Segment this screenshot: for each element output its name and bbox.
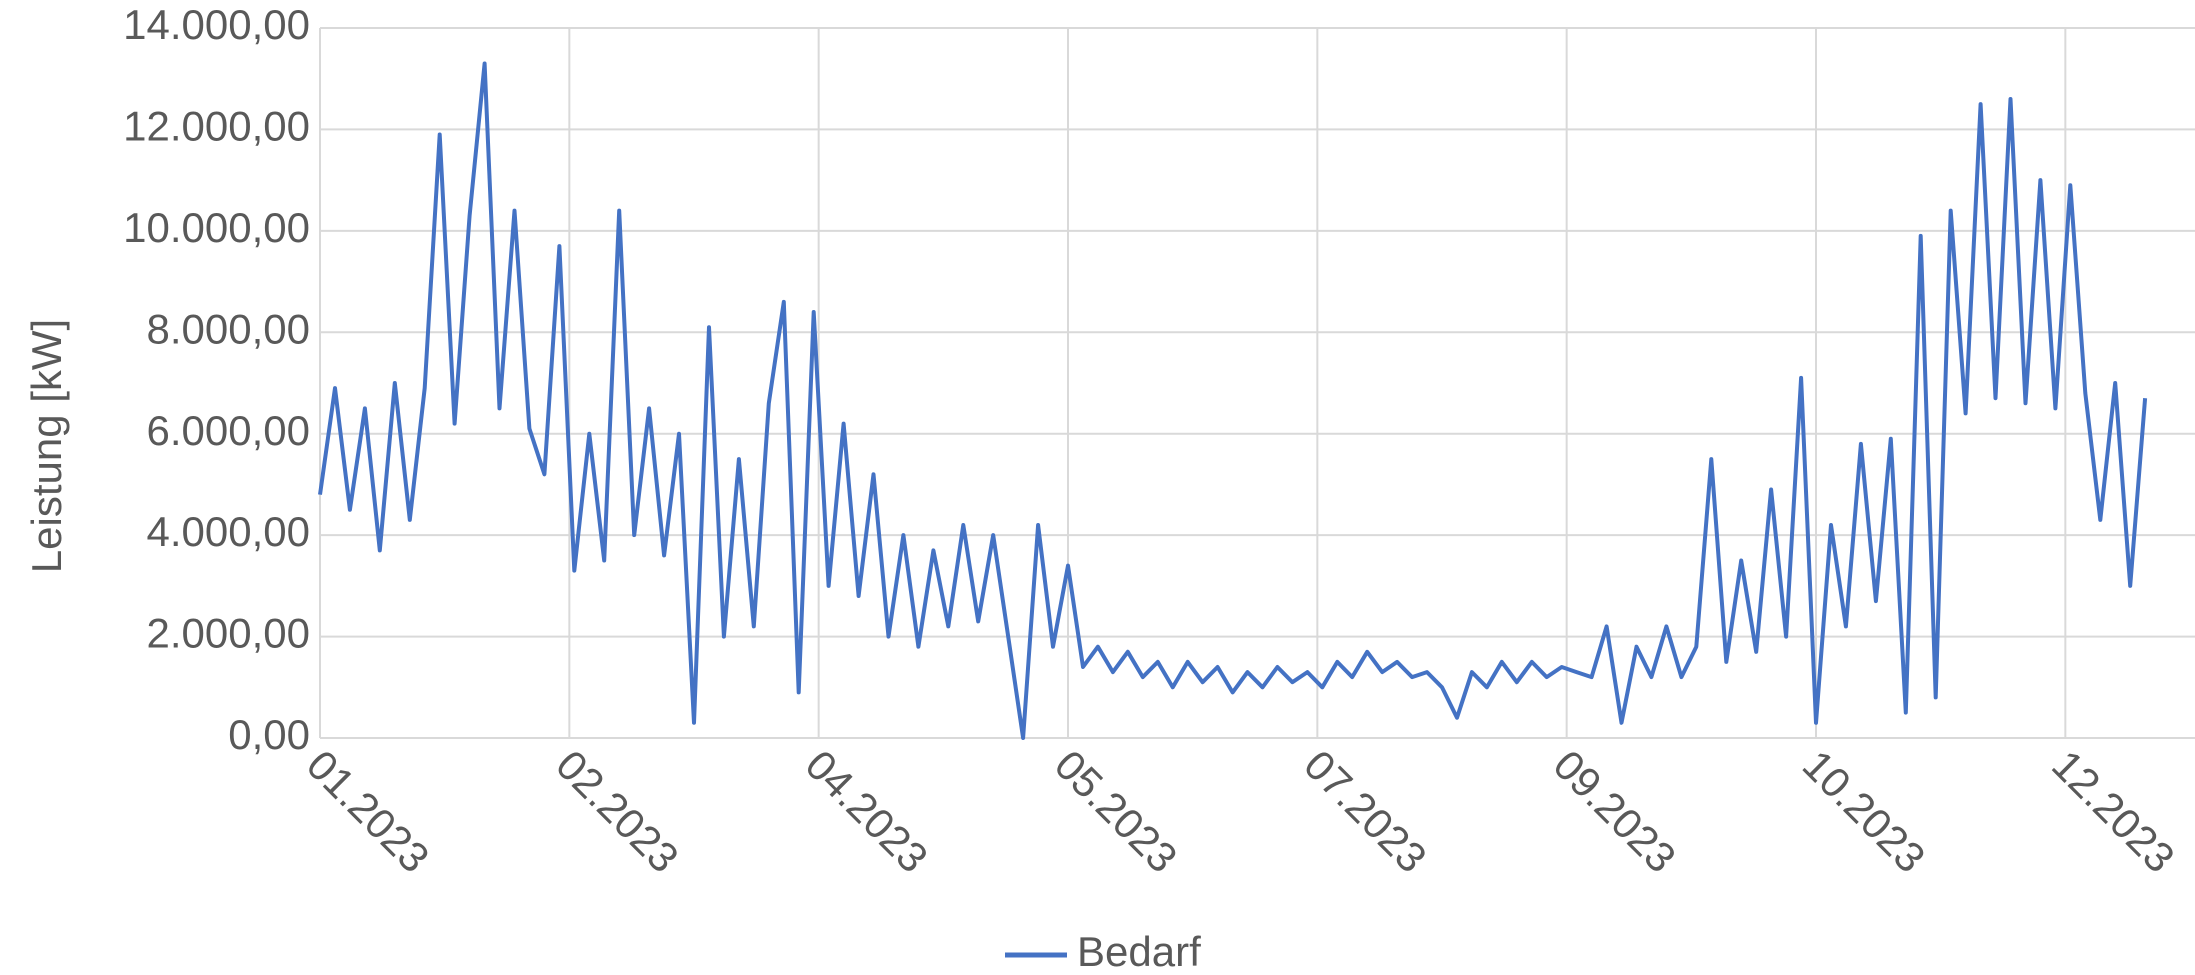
legend-label: Bedarf <box>1077 928 1201 975</box>
x-tick-label: 01.2023 <box>298 741 439 882</box>
x-tick-label: 07.2023 <box>1295 741 1436 882</box>
x-tick-label: 12.2023 <box>2043 741 2184 882</box>
y-tick-label: 4.000,00 <box>147 508 311 555</box>
y-tick-label: 12.000,00 <box>123 103 310 150</box>
y-tick-label: 14.000,00 <box>123 1 310 48</box>
x-tick-label: 05.2023 <box>1046 741 1187 882</box>
x-tick-label: 02.2023 <box>547 741 688 882</box>
y-tick-label: 10.000,00 <box>123 204 310 251</box>
y-tick-label: 8.000,00 <box>147 305 311 352</box>
x-tick-label: 10.2023 <box>1794 741 1935 882</box>
x-tick-label: 04.2023 <box>796 741 937 882</box>
y-tick-label: 2.000,00 <box>147 610 311 657</box>
y-tick-label: 0,00 <box>228 711 310 758</box>
page: {"chart_data": {"type": "line", "y_label… <box>0 0 2195 975</box>
x-tick-label: 09.2023 <box>1544 741 1685 882</box>
y-tick-label: 6.000,00 <box>147 407 311 454</box>
chart: Leistung [kW] 0,00 2.000,00 4.000,00 6.000,… <box>0 0 2195 975</box>
y-axis-title: Leistung [kW] <box>23 319 70 573</box>
